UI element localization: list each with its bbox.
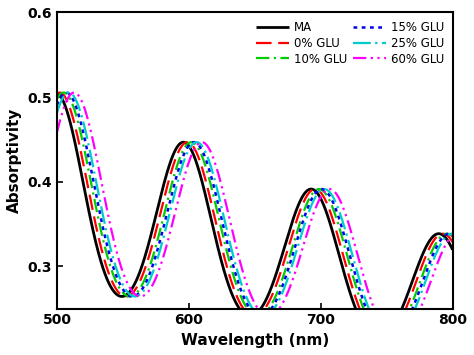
X-axis label: Wavelength (nm): Wavelength (nm) [181,333,329,348]
Legend: MA, 0% GLU, 10% GLU, 15% GLU, 25% GLU, 60% GLU: MA, 0% GLU, 10% GLU, 15% GLU, 25% GLU, 6… [254,18,447,68]
Y-axis label: Absorptivity: Absorptivity [7,108,22,213]
